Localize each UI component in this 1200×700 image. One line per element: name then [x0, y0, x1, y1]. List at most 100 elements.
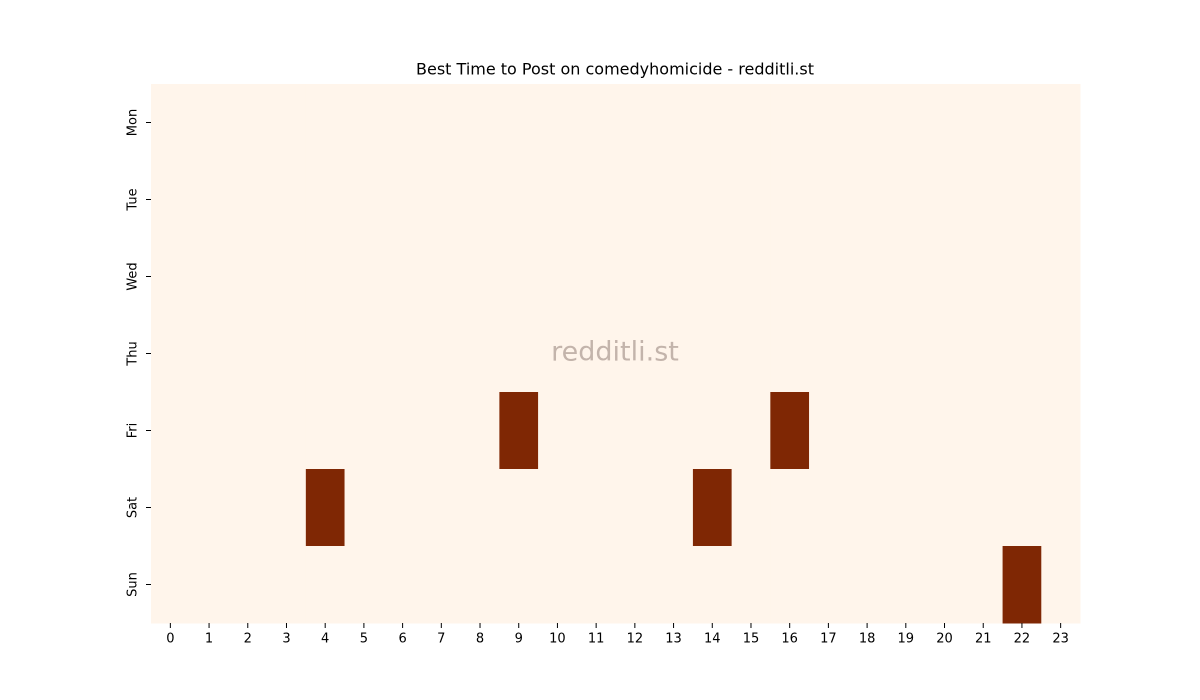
heatmap-cell	[886, 315, 926, 393]
heatmap-cell	[847, 546, 887, 624]
heatmap-cell	[809, 546, 849, 624]
heatmap-cell	[576, 546, 616, 624]
heatmap-cell	[383, 238, 423, 316]
heatmap-cell	[383, 546, 423, 624]
x-tick-label: 6	[398, 632, 406, 647]
x-tick-label: 4	[321, 632, 329, 647]
heatmap-cell	[305, 315, 346, 393]
heatmap-cell	[809, 315, 849, 393]
heatmap-cell	[809, 161, 849, 239]
heatmap-cell	[228, 469, 268, 547]
heatmap-cell	[460, 238, 500, 316]
heatmap-cell	[499, 315, 539, 393]
heatmap-cell	[383, 84, 423, 162]
y-tick-label: Sun	[126, 572, 141, 597]
heatmap-cell	[189, 84, 229, 162]
heatmap-cell	[731, 392, 771, 470]
heatmap-cell	[305, 161, 346, 239]
heatmap-cell	[886, 238, 926, 316]
heatmap-cell	[1041, 238, 1081, 316]
x-tick-label: 2	[244, 632, 252, 647]
heatmap-cell	[770, 84, 810, 162]
heatmap-cell	[1041, 315, 1081, 393]
x-tick-label: 16	[781, 632, 798, 647]
x-tick-label: 11	[588, 632, 605, 647]
heatmap-cell	[654, 84, 694, 162]
heatmap-cell	[228, 238, 268, 316]
heatmap-cell	[692, 546, 733, 624]
heatmap-cell	[267, 161, 307, 239]
heatmap-cell	[615, 84, 655, 162]
heatmap-cell	[499, 84, 539, 162]
heatmap-cell	[770, 161, 810, 239]
heatmap-cell	[1041, 84, 1081, 162]
heatmap-cell	[538, 392, 578, 470]
y-tick-label: Mon	[126, 109, 141, 136]
heatmap-cell	[654, 238, 694, 316]
heatmap-cell	[576, 315, 616, 393]
heatmap-cell	[383, 315, 423, 393]
heatmap-cell	[1041, 161, 1081, 239]
heatmap-cell	[576, 238, 616, 316]
heatmap-cell	[1002, 392, 1042, 470]
heatmap-cell	[344, 84, 384, 162]
heatmap-cell	[460, 84, 500, 162]
heatmap-cell	[305, 469, 346, 547]
heatmap-cell	[692, 84, 733, 162]
heatmap-cell	[770, 315, 810, 393]
heatmap-cell	[421, 238, 462, 316]
heatmap-cell	[305, 84, 346, 162]
heatmap-cell	[731, 161, 771, 239]
heatmap-cell	[460, 315, 500, 393]
heatmap-cell	[421, 161, 462, 239]
heatmap-cell	[770, 238, 810, 316]
heatmap-cell	[731, 315, 771, 393]
heatmap-cell	[344, 161, 384, 239]
heatmap-cell	[1002, 469, 1042, 547]
heatmap-cell	[576, 161, 616, 239]
heatmap-cell	[189, 315, 229, 393]
heatmap-cell	[847, 238, 887, 316]
heatmap-cell	[151, 161, 191, 239]
heatmap-cell	[963, 84, 1004, 162]
heatmap-cell	[925, 315, 965, 393]
x-tick-label: 18	[859, 632, 876, 647]
heatmap-cell	[151, 546, 191, 624]
x-tick-label: 15	[743, 632, 760, 647]
x-tick-label: 7	[437, 632, 445, 647]
heatmap-cell	[151, 392, 191, 470]
heatmap-cell	[847, 315, 887, 393]
heatmap-cell	[305, 392, 346, 470]
heatmap-cell	[383, 392, 423, 470]
heatmap-cell	[189, 392, 229, 470]
heatmap-cell	[305, 238, 346, 316]
heatmap-cell	[731, 238, 771, 316]
x-tick-label: 1	[205, 632, 213, 647]
heatmap-cell	[963, 392, 1004, 470]
heatmap-cell	[925, 161, 965, 239]
heatmap-cell	[770, 469, 810, 547]
x-tick-label: 8	[476, 632, 484, 647]
heatmap-cell	[344, 469, 384, 547]
heatmap-cell	[615, 161, 655, 239]
heatmap-cell	[576, 469, 616, 547]
heatmap-cell	[267, 315, 307, 393]
x-tick-label: 5	[360, 632, 368, 647]
heatmap-cell	[538, 84, 578, 162]
heatmap-cell	[654, 315, 694, 393]
heatmap-cell	[847, 469, 887, 547]
heatmap-cell	[499, 392, 539, 470]
heatmap-cell	[460, 392, 500, 470]
heatmap-cell	[615, 392, 655, 470]
heatmap-cell	[692, 392, 733, 470]
x-tick-label: 9	[515, 632, 523, 647]
heatmap-cell	[267, 392, 307, 470]
heatmap-cell	[654, 469, 694, 547]
heatmap-cell	[963, 546, 1004, 624]
heatmap-cell	[886, 161, 926, 239]
chart-title: Best Time to Post on comedyhomicide - re…	[416, 60, 814, 79]
heatmap-cell	[538, 469, 578, 547]
x-tick-label: 17	[820, 632, 837, 647]
watermark: redditli.st	[551, 337, 679, 368]
heatmap-cell	[538, 315, 578, 393]
